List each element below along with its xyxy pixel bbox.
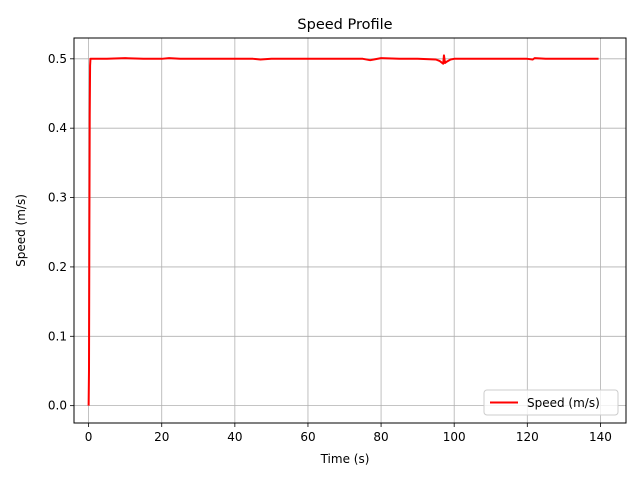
- speed-series-line: [87, 54, 599, 406]
- y-tick-label: 0.1: [48, 329, 67, 343]
- legend-label: Speed (m/s): [527, 396, 600, 410]
- legend: Speed (m/s): [483, 389, 619, 416]
- x-axis-label: Time (s): [320, 452, 370, 466]
- x-tick-label: 100: [443, 430, 466, 444]
- x-tick-label: 60: [300, 430, 315, 444]
- y-tick-label: 0.4: [48, 121, 67, 135]
- y-tick-label: 0.5: [48, 52, 67, 66]
- legend-box: [483, 389, 619, 416]
- x-tick-label: 140: [589, 430, 612, 444]
- x-tick-label: 120: [516, 430, 539, 444]
- y-tick-label: 0.2: [48, 260, 67, 274]
- plot-area-frame: [73, 37, 627, 424]
- chart-title: Speed Profile: [297, 17, 392, 33]
- x-axis-ticks: 0 20 40 60 80 100 120 140: [85, 423, 612, 444]
- y-tick-label: 0.0: [48, 399, 67, 413]
- y-axis-label: Speed (m/s): [14, 194, 28, 267]
- x-tick-label: 20: [154, 430, 169, 444]
- y-axis-ticks: 0.0 0.1 0.2 0.3 0.4 0.5: [48, 52, 74, 413]
- y-tick-label: 0.3: [48, 191, 67, 205]
- series-layer: [87, 54, 599, 406]
- x-tick-label: 0: [85, 430, 93, 444]
- x-tick-label: 80: [373, 430, 388, 444]
- x-tick-label: 40: [227, 430, 242, 444]
